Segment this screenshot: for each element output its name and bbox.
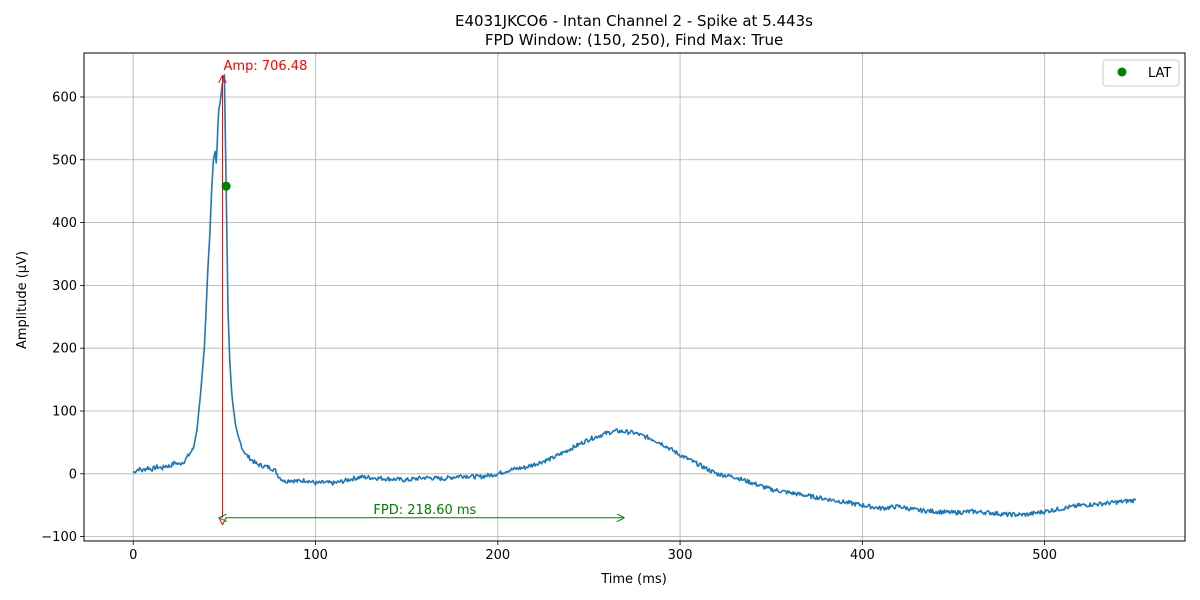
y-tick-label: 300 <box>52 279 77 294</box>
amp-label: Amp: 706.48 <box>224 59 308 74</box>
axis-ticks: 0 100 200 300 400 500 −100 0 100 200 300 400 500 600 <box>41 90 1057 563</box>
y-tick-label: −100 <box>41 530 77 545</box>
signal-line <box>132 74 1137 518</box>
x-tick-label: 500 <box>1032 548 1057 563</box>
series-group <box>132 74 1137 518</box>
legend-lat-marker <box>1117 67 1127 77</box>
y-tick-label: 100 <box>52 404 77 419</box>
annotations: Amp: 706.48 FPD: 218.60 ms <box>222 59 624 518</box>
x-tick-label: 200 <box>485 548 510 563</box>
x-tick-label: 300 <box>668 548 693 563</box>
x-axis-label: Time (ms) <box>600 572 667 587</box>
x-tick-label: 0 <box>129 548 137 563</box>
y-axis-label: Amplitude (µV) <box>15 251 30 349</box>
fpd-label: FPD: 218.60 ms <box>373 503 476 518</box>
y-tick-label: 0 <box>69 467 77 482</box>
y-tick-label: 600 <box>52 90 77 105</box>
x-tick-label: 100 <box>303 548 328 563</box>
plot-area-frame <box>83 52 1186 542</box>
chart-subtitle: FPD Window: (150, 250), Find Max: True <box>485 31 783 49</box>
legend-lat-label: LAT <box>1148 66 1171 81</box>
y-tick-label: 200 <box>52 342 77 357</box>
chart-title: E4031JKCO6 - Intan Channel 2 - Spike at … <box>455 12 813 30</box>
legend-frame <box>1102 59 1180 87</box>
y-tick-label: 400 <box>52 216 77 231</box>
legend: LAT <box>1102 59 1180 87</box>
y-tick-label: 500 <box>52 153 77 168</box>
lat-point <box>221 181 231 191</box>
x-tick-label: 400 <box>850 548 875 563</box>
grid-lines <box>84 53 1185 541</box>
